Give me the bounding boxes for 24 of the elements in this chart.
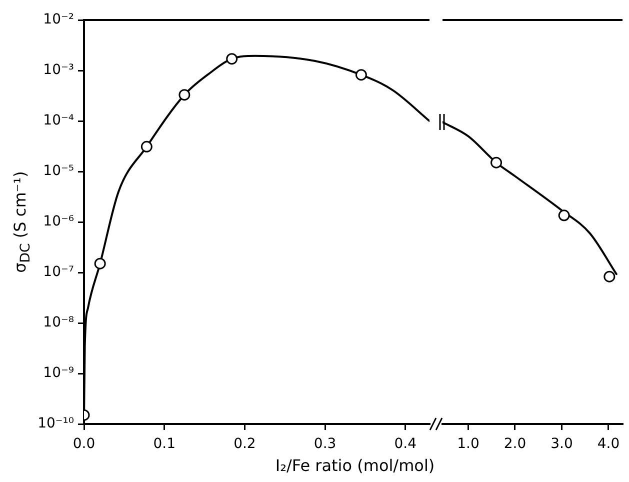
y-tick-label: 10⁻⁸ [43,314,74,331]
point [355,69,367,81]
x-tick-label: 0.3 [314,436,336,452]
point [226,53,238,65]
x-axis-title: I₂/Fe ratio (mol/mol) [274,456,436,475]
point [94,258,106,270]
y-tick-label: 10⁻⁵ [43,163,74,180]
x-tick-label: 2.0 [504,436,526,452]
y-tick-label: 10⁻⁷ [43,264,74,280]
x-tick-label: 0.2 [234,436,256,452]
point [140,140,152,152]
x-tick-label: 0.1 [153,436,176,452]
x-tick-label: 0.0 [72,436,96,452]
x-tick-label: 0.4 [394,436,417,452]
x-tick-label: 4.0 [597,436,620,452]
y-tick-label: 10⁻⁴ [43,112,74,129]
y-tick-label: 10⁻¹⁰ [38,416,74,432]
y-tick-label: 10⁻⁶ [43,214,74,230]
y-tick-label: 10⁻³ [43,62,74,78]
x-tick-label: 1.0 [457,436,480,452]
x-tick-label: 3.0 [550,436,573,452]
y-tick-label: 10⁻⁹ [43,365,74,382]
point [178,89,190,101]
y-tick-label: 10⁻² [43,12,74,28]
